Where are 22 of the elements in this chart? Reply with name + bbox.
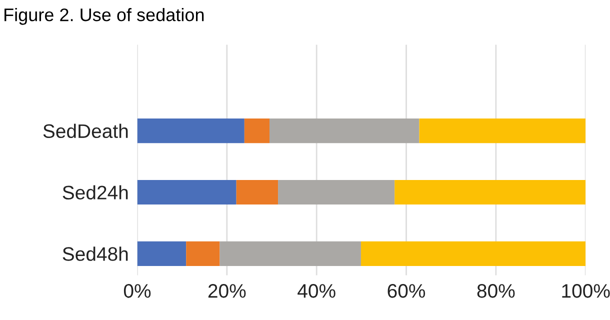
bar — [137, 180, 236, 205]
y-tick-label: SedDeath — [43, 124, 128, 138]
bar — [236, 180, 278, 205]
bar — [270, 118, 420, 144]
bar — [137, 241, 186, 266]
bar — [244, 118, 270, 144]
x-tick-label: 60% — [388, 284, 426, 298]
chart-title: Figure 2. Use of sedation — [4, 8, 204, 25]
x-tick-label: 40% — [298, 284, 336, 298]
bar — [278, 180, 395, 205]
x-tick-label: 20% — [208, 284, 246, 298]
y-tick-label: Sed48h — [62, 246, 128, 261]
bar — [419, 118, 586, 144]
x-tick-label: 100% — [562, 284, 610, 298]
bar — [360, 241, 586, 266]
x-tick-label: 80% — [477, 284, 515, 298]
bar — [186, 241, 220, 266]
bar — [220, 241, 361, 266]
bar — [137, 118, 244, 144]
bar — [394, 180, 586, 205]
x-tick-label: 0% — [124, 284, 151, 298]
y-tick-label: Sed24h — [62, 185, 128, 200]
